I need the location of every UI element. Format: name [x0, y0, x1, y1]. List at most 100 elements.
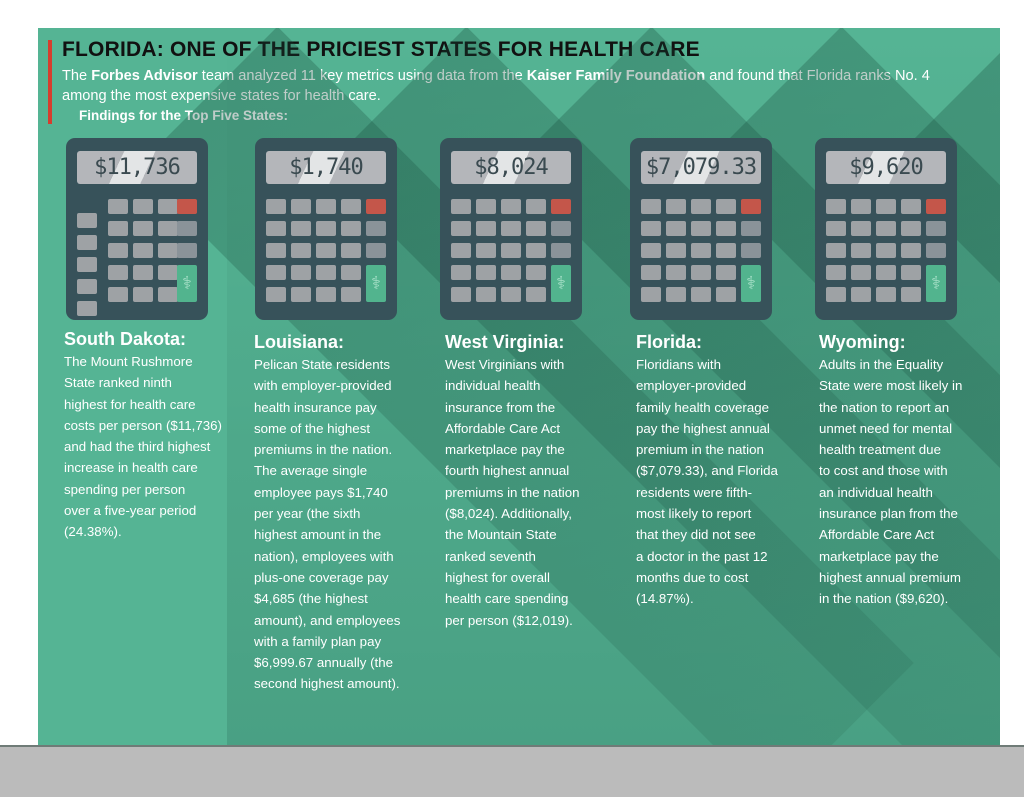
calculator-key [341, 265, 361, 280]
state-description: Adults in the Equality State were most li… [819, 354, 989, 610]
calculator-key [77, 257, 97, 272]
description-line: with a family plan pay [254, 633, 382, 649]
calculator-key [901, 199, 921, 214]
description-line: health treatment due [819, 442, 941, 458]
state-name: South Dakota: [64, 329, 187, 349]
calculator-equals-key: ⚕ [926, 265, 946, 302]
description-line: employer-provided [636, 378, 747, 394]
description-line: unmet need for mental [819, 420, 953, 436]
calculator-key [876, 243, 896, 258]
calculator-key [451, 287, 471, 302]
description-line: (14.87%). [636, 591, 694, 607]
description-line: highest for health care [64, 396, 196, 412]
calculator-key [876, 287, 896, 302]
calculator-key [501, 265, 521, 280]
caduceus-icon: ⚕ [931, 273, 941, 293]
state-description: Floridians with employer-provided family h… [636, 354, 806, 610]
calculator-key [826, 287, 846, 302]
description-line: The average single [254, 463, 368, 479]
calculator-key [876, 221, 896, 236]
calculator-key [133, 243, 153, 258]
intro-part: The [62, 68, 92, 84]
description-line: marketplace pay the [445, 442, 565, 458]
calculator-key [901, 265, 921, 280]
calculator-key [77, 301, 97, 316]
calculator-key [366, 221, 386, 236]
calculator-clear-key [366, 199, 386, 214]
calculator-key [476, 265, 496, 280]
calculator-key [266, 243, 286, 258]
calculator-key [691, 221, 711, 236]
calculator-key [266, 287, 286, 302]
findings-heading: Findings for the Top Five States: [79, 108, 289, 123]
calculator-key [716, 199, 736, 214]
description-line: amount), and employees [254, 612, 401, 628]
calculator-key [158, 243, 178, 258]
intro-bold-forbes: Forbes Advisor [91, 68, 198, 84]
calculator-key [641, 265, 661, 280]
description-line: marketplace pay the [819, 548, 939, 564]
calculator-key [501, 199, 521, 214]
description-line: $6,999.67 annually (the [254, 655, 393, 671]
calculator-display: $7,079.33 [641, 151, 761, 184]
description-line: nation), employees with [254, 548, 394, 564]
calculator-key [741, 221, 761, 236]
calculator-key [476, 221, 496, 236]
calculator-key [716, 287, 736, 302]
calculator-key [476, 243, 496, 258]
calculator-key [826, 243, 846, 258]
state-column: South Dakota: The Mount Rushmore State ran… [64, 327, 234, 543]
description-line: the Mountain State [445, 527, 557, 543]
calculator-key [851, 199, 871, 214]
intro-part: team analyzed 11 key metrics using data … [197, 68, 527, 84]
calculator-key [691, 265, 711, 280]
description-line: over a five-year period [64, 503, 197, 519]
intro-bold-kff: Kaiser Family Foundation [527, 68, 705, 84]
description-line: individual health [445, 378, 541, 394]
caduceus-icon: ⚕ [746, 273, 756, 293]
description-line: highest annual premium [819, 569, 961, 585]
calculator-key [158, 221, 178, 236]
calculator-key [926, 243, 946, 258]
bottom-bar [0, 745, 1024, 797]
calculator-key [691, 243, 711, 258]
calculator-key [691, 287, 711, 302]
description-line: West Virginians with [445, 357, 565, 372]
calculator-key [501, 221, 521, 236]
calculator-key [451, 243, 471, 258]
intro-text: The Forbes Advisor team analyzed 11 key … [62, 66, 962, 106]
calculator-key [666, 265, 686, 280]
calculator-icon: $7,079.33 ⚕ [630, 138, 772, 320]
description-line: premiums in the nation [445, 484, 580, 500]
calculator-key [666, 243, 686, 258]
calculator-key [501, 243, 521, 258]
calculator-key [177, 243, 197, 258]
description-line: plus-one coverage pay [254, 569, 389, 585]
state-name: West Virginia: [445, 332, 565, 352]
calculator-key [851, 243, 871, 258]
calculator-key [158, 287, 178, 302]
calculator-key [291, 221, 311, 236]
page-title: FLORIDA: ONE OF THE PRICIEST STATES FOR … [62, 38, 700, 61]
calculator-key [316, 243, 336, 258]
calculator-clear-key [926, 199, 946, 214]
calculator-display: $9,620 [826, 151, 946, 184]
calculator-display: $8,024 [451, 151, 571, 184]
caduceus-icon: ⚕ [556, 273, 566, 293]
calculator-key [316, 265, 336, 280]
description-line: ($7,079.33), and Florida [636, 463, 778, 479]
description-line: residents were fifth- [636, 484, 753, 500]
description-line: second highest amount). [254, 676, 400, 692]
calculator-key [108, 265, 128, 280]
description-line: State ranked ninth [64, 375, 172, 391]
calculator-key [291, 265, 311, 280]
description-line: health care spending [445, 591, 569, 607]
description-line: (24.38%). [64, 524, 122, 540]
calculator-key [177, 221, 197, 236]
calculator-key [451, 199, 471, 214]
calculator-key [666, 199, 686, 214]
title-accent-bar [48, 40, 52, 124]
calculator-key [826, 265, 846, 280]
description-line: State were most likely in [819, 378, 963, 394]
caduceus-icon: ⚕ [371, 273, 381, 293]
